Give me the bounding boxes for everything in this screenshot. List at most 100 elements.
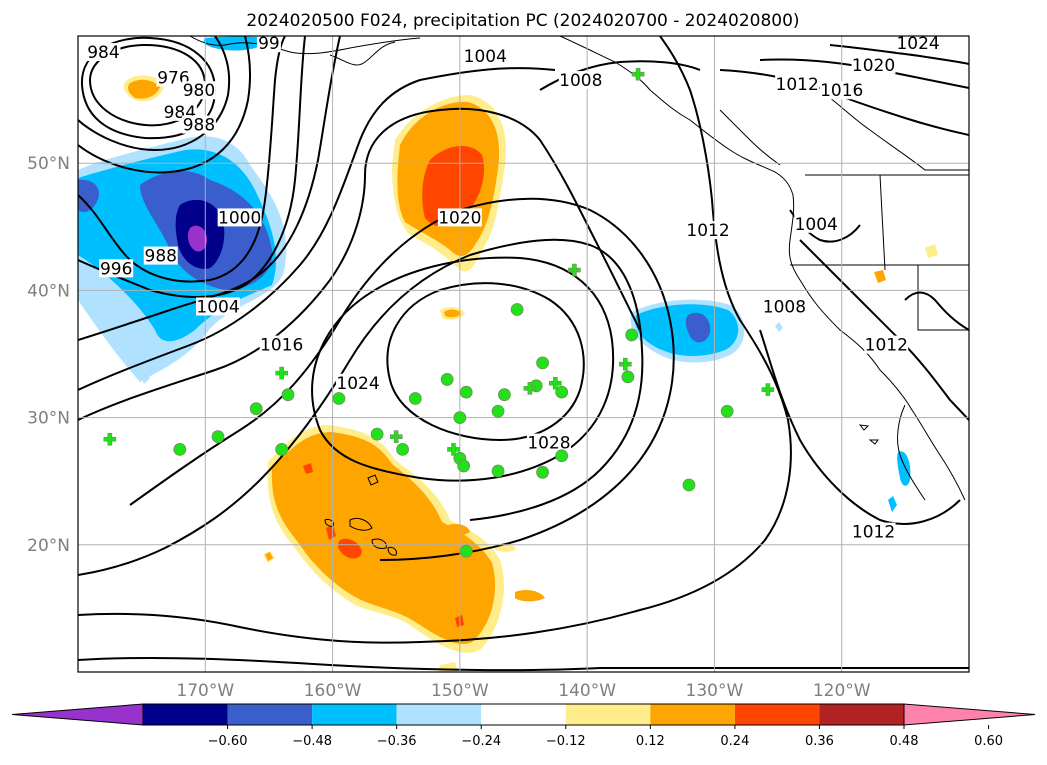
isobar-label: 1012 [865, 336, 908, 356]
colorbar-segment [650, 704, 735, 725]
station-cross-marker [275, 366, 288, 380]
station-circle-marker [625, 328, 639, 342]
lon-tick-label: 160°W [304, 681, 362, 701]
colorbar-segment [734, 704, 820, 725]
isobar-label: 1004 [795, 215, 838, 235]
station-circle-marker [621, 370, 635, 384]
station-circle-marker [536, 356, 549, 370]
station-circle-marker [491, 404, 505, 418]
isobar-label-bg [794, 214, 839, 233]
colorbar: −0.60 −0.48 −0.36 −0.24 −0.12 0.12 0.24 0.36 0.4… [11, 703, 1036, 749]
colorbar-segment [481, 704, 566, 725]
isobar-label-bg [819, 81, 864, 100]
station-cross-marker [103, 432, 117, 446]
colorbar-segment [565, 704, 651, 725]
colorbar-tick-label: 0.12 [636, 734, 665, 749]
isobar-label-bg [181, 81, 216, 100]
lat-tick-label: 20°N [27, 536, 70, 556]
station-circle-marker [457, 459, 471, 473]
isobar-label-bg [99, 259, 134, 278]
station-circle-marker [408, 392, 422, 405]
lon-tick-label: 170°W [176, 681, 234, 701]
station-circle-marker [440, 373, 454, 386]
colorbar-segment [312, 704, 397, 725]
lon-tick-label: 120°W [813, 681, 871, 701]
station-circle-marker [453, 411, 467, 425]
isobar-label-bg [256, 36, 281, 53]
station-circle-marker [555, 385, 569, 399]
isobar-label: 1012 [776, 75, 819, 95]
station-cross-marker [389, 430, 403, 443]
coastlines [189, 36, 969, 556]
isobar-label-bg [775, 74, 820, 93]
station-cross-marker [447, 443, 460, 456]
isobar-label-bg [259, 335, 304, 354]
colorbar-segment [143, 704, 228, 725]
colorbar-segment [819, 704, 904, 725]
positive-anomaly-region-south [263, 244, 938, 672]
station-circle-marker [682, 478, 696, 492]
lon-tick-label: 140°W [558, 681, 616, 701]
isobar-label-bg [181, 115, 216, 134]
colorbar-tick-label: −0.24 [461, 734, 501, 749]
isobar-label: 1016 [820, 81, 863, 101]
station-circle-marker [555, 449, 569, 463]
isobar-label: 1004 [196, 297, 239, 317]
isobar-label: 988 [183, 116, 215, 136]
colorbar-tick-label: −0.60 [208, 734, 248, 749]
isobar-label-bg [851, 522, 896, 541]
isobar-labels: 9849769809849889910009969881004100410081… [86, 34, 941, 543]
lon-tick-label: 150°W [431, 681, 489, 701]
isobar-label-bg [864, 335, 909, 354]
station-circle-marker [459, 385, 473, 399]
isobar-label-bg [143, 246, 178, 265]
station-circle-marker [370, 427, 384, 441]
station-markers [103, 67, 775, 558]
isobar-label-bg [463, 46, 508, 65]
station-circle-marker [720, 404, 734, 418]
negative-anomaly-region-west [78, 136, 287, 382]
station-circle-marker [396, 442, 409, 456]
station-circle-marker [459, 544, 473, 558]
station-circle-marker [491, 464, 505, 478]
isobar-label: 1012 [852, 523, 895, 543]
map-frame [77, 35, 970, 673]
colorbar-outline [142, 703, 905, 726]
isobar-label: 1008 [559, 71, 602, 91]
map-area: 9849769809849889910009969881004100410081… [78, 34, 969, 672]
isobar-contours [78, 36, 969, 672]
station-circle-marker [249, 402, 263, 416]
station-cross-marker [549, 376, 562, 390]
colorbar-extend-min [11, 703, 144, 726]
colorbar-tick-label: 0.36 [805, 734, 834, 749]
isobar-label-bg [437, 208, 482, 227]
isobar-label: 976 [157, 69, 189, 89]
isobar-label: 99 [258, 34, 280, 54]
map-axis-ticks: 170°W 160°W 150°W 140°W 130°W 120°W 50°N 40°N 30… [27, 154, 871, 701]
isobar-label: 1028 [527, 434, 570, 454]
station-circle-marker [332, 392, 346, 405]
isobar-label-bg [686, 221, 731, 240]
chart-title: 2024020500 F024, precipitation PC (20240… [246, 11, 799, 31]
lat-tick-label: 40°N [27, 281, 70, 301]
isobar-label-bg [336, 373, 381, 392]
lon-tick-label: 130°W [686, 681, 744, 701]
colorbar-tick-label: −0.48 [292, 734, 332, 749]
lat-tick-label: 50°N [27, 154, 70, 174]
isobar-label: 988 [145, 247, 177, 267]
station-cross-marker [619, 357, 632, 371]
isobar-label: 1016 [260, 336, 303, 356]
station-circle-marker [510, 303, 524, 316]
isobar-label-bg [196, 297, 241, 316]
colorbar-segment [396, 704, 482, 725]
isobar-label-bg [217, 208, 262, 227]
isobar-label: 996 [100, 259, 132, 279]
colorbar-tick-label: −0.36 [377, 734, 417, 749]
isobar-label: 1008 [763, 297, 806, 317]
isobar-label: 1012 [686, 221, 729, 241]
station-cross-marker [523, 382, 537, 395]
station-circle-marker [173, 442, 187, 456]
station-circle-marker [275, 442, 289, 456]
isobar-label: 1020 [438, 208, 481, 228]
